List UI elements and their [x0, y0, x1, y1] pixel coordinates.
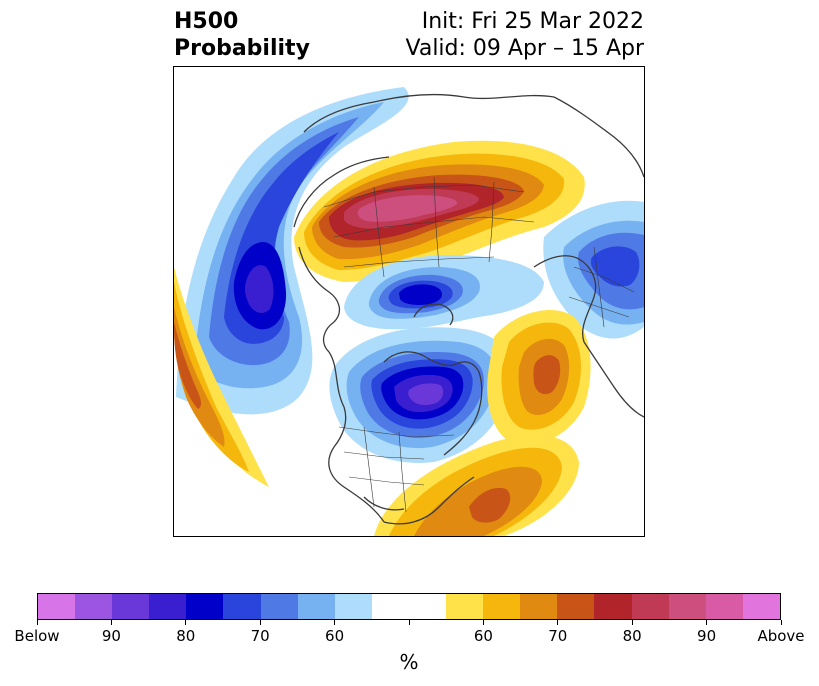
- colorbar-segment: [112, 594, 150, 619]
- map-title: H500 Probability: [174, 8, 310, 62]
- colorbar-segment: [668, 594, 706, 619]
- colorbar-tick-label: 70: [250, 627, 270, 645]
- anomaly-west-atlantic-above: [374, 434, 579, 536]
- title-line-2: Probability: [174, 36, 310, 61]
- init-date: Init: Fri 25 Mar 2022: [421, 9, 644, 34]
- colorbar-segment: [149, 594, 187, 619]
- colorbar-segment: [705, 594, 743, 619]
- anomaly-hudson-bay-below: [329, 327, 512, 463]
- colorbar-segment: [520, 594, 558, 619]
- colorbar-segment: [38, 594, 76, 619]
- colorbar-tick-label: 80: [176, 627, 196, 645]
- colorbar-segment: [260, 594, 298, 619]
- anomaly-arctic-below: [344, 255, 544, 330]
- colorbar-tick: [557, 620, 559, 625]
- anomaly-north-atlantic-above: [487, 309, 591, 446]
- probability-map: [173, 66, 645, 537]
- colorbar-segment: [334, 594, 372, 619]
- colorbar-segment: [631, 594, 669, 619]
- forecast-dates: Init: Fri 25 Mar 2022 Valid: 09 Apr – 15…: [406, 8, 645, 62]
- colorbar-tick-label: Above: [757, 627, 805, 645]
- colorbar-segment: [483, 594, 521, 619]
- colorbar-tick: [36, 620, 38, 625]
- colorbar-tick: [706, 620, 708, 625]
- colorbar-segment: [594, 594, 632, 619]
- colorbar-segment: [557, 594, 595, 619]
- colorbar-segment: [371, 594, 447, 619]
- colorbar-tick: [780, 620, 782, 625]
- anomaly-north-pacific-below: [176, 87, 409, 415]
- colorbar-tick-label: 90: [101, 627, 121, 645]
- colorbar-tick: [259, 620, 261, 625]
- map-svg: [174, 87, 644, 536]
- title-line-1: H500: [174, 9, 239, 34]
- coastlines: [293, 93, 644, 525]
- anomaly-east-pacific-above: [174, 267, 269, 487]
- colorbar-segment: [297, 594, 335, 619]
- colorbar-tick-label: 90: [697, 627, 717, 645]
- colorbar-segment: [446, 594, 484, 619]
- colorbar-tick: [110, 620, 112, 625]
- political-borders: [323, 176, 635, 513]
- colorbar-tick-label: 60: [473, 627, 493, 645]
- colorbar-tick: [185, 620, 187, 625]
- colorbar-tick-label: 70: [548, 627, 568, 645]
- colorbar-tick-label: Below: [14, 627, 60, 645]
- colorbar-tick-label: 60: [325, 627, 345, 645]
- colorbar-tick: [482, 620, 484, 625]
- valid-date-range: Valid: 09 Apr – 15 Apr: [405, 36, 645, 61]
- colorbar-tick: [334, 620, 336, 625]
- colorbar-tick: [631, 620, 633, 625]
- colorbar-segment: [742, 594, 780, 619]
- colorbar-tick-label: 80: [622, 627, 642, 645]
- colorbar-unit-label: %: [399, 650, 419, 674]
- colorbar-segment: [75, 594, 113, 619]
- colorbar-tick: [408, 620, 410, 625]
- colorbar-segment: [186, 594, 224, 619]
- probability-colorbar: [37, 593, 781, 620]
- colorbar-segment: [223, 594, 261, 619]
